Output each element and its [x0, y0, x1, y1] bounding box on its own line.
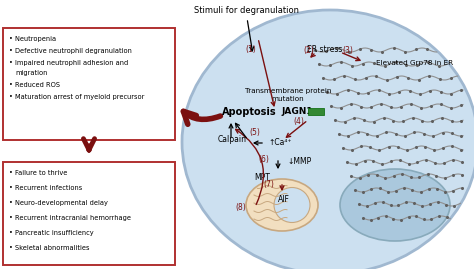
Text: (6): (6) [258, 155, 269, 164]
Text: Stimuli for degranulation: Stimuli for degranulation [194, 6, 300, 15]
Text: • Maturation arrest of myeloid precursor: • Maturation arrest of myeloid precursor [9, 94, 145, 100]
Text: • Neutropenia: • Neutropenia [9, 36, 56, 42]
Text: ER stress: ER stress [307, 45, 343, 54]
Text: • Defective neutrophil degranulation: • Defective neutrophil degranulation [9, 48, 132, 54]
Text: • Recurrent intracranial hemorrhage: • Recurrent intracranial hemorrhage [9, 215, 131, 221]
Text: (7): (7) [263, 180, 274, 189]
Ellipse shape [182, 10, 474, 269]
Text: (3): (3) [342, 46, 353, 55]
Text: AIF: AIF [278, 196, 290, 204]
Text: (4): (4) [293, 117, 304, 126]
Ellipse shape [274, 187, 310, 222]
Text: Transmembrane protein
mutation: Transmembrane protein mutation [245, 88, 331, 102]
Text: (2): (2) [303, 46, 314, 55]
Text: migration: migration [15, 70, 47, 76]
Bar [308, 108, 324, 115]
Text: • Reduced ROS: • Reduced ROS [9, 82, 60, 88]
Text: JAGN1: JAGN1 [281, 107, 313, 116]
Ellipse shape [340, 169, 450, 241]
Text: (1): (1) [245, 45, 256, 54]
FancyBboxPatch shape [3, 28, 175, 140]
Text: • Impaired neutrophil adhesion and: • Impaired neutrophil adhesion and [9, 60, 128, 66]
Text: • Pancreatic insufficiency: • Pancreatic insufficiency [9, 230, 94, 236]
Text: • Neuro-developmental delay: • Neuro-developmental delay [9, 200, 108, 206]
Text: (8): (8) [235, 203, 246, 212]
Text: • Recurrent infections: • Recurrent infections [9, 185, 82, 191]
Text: Calpain: Calpain [218, 136, 247, 144]
Text: Apoptosis: Apoptosis [222, 107, 277, 117]
Text: ↓MMP: ↓MMP [287, 158, 311, 167]
Text: • Skeletal abnormalities: • Skeletal abnormalities [9, 245, 90, 251]
FancyBboxPatch shape [3, 162, 175, 265]
Text: (5): (5) [250, 128, 260, 137]
Text: Elevated Grp78 in ER: Elevated Grp78 in ER [376, 60, 454, 66]
Text: MPT: MPT [254, 174, 270, 182]
Ellipse shape [246, 179, 318, 231]
Text: • Failure to thrive: • Failure to thrive [9, 170, 67, 176]
Text: ↑Ca⁴⁺: ↑Ca⁴⁺ [268, 138, 292, 147]
